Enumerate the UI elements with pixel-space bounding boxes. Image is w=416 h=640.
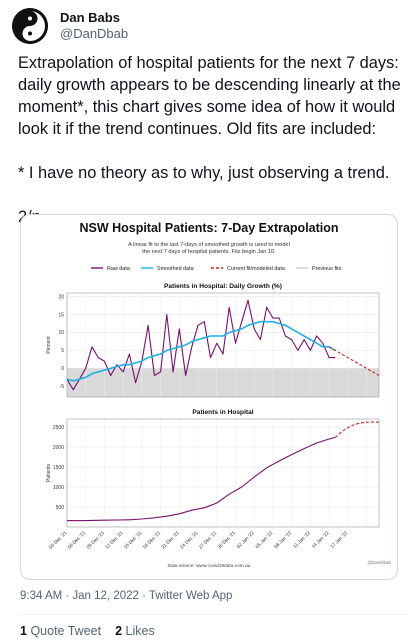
y-tick-label: 10 bbox=[58, 330, 64, 336]
divider bbox=[20, 614, 408, 615]
series-line-raw-data bbox=[66, 299, 336, 391]
series-line-raw-data bbox=[66, 436, 336, 522]
series-line-current-fit-modeled-data bbox=[334, 421, 380, 438]
likes-count: 2 bbox=[115, 624, 123, 638]
chart-title: NSW Hospital Patients: 7-Day Extrapolati… bbox=[79, 221, 338, 235]
x-tick-label: 14 Jan '22 bbox=[311, 530, 331, 550]
data-source: Data source: www.covid19data.com.au bbox=[168, 563, 251, 569]
x-tick-label: 21 Dec '21 bbox=[160, 530, 181, 551]
x-tick-label: 03 Dec '21 bbox=[48, 530, 69, 551]
y-tick-label: 2500 bbox=[53, 425, 64, 431]
likes-stat[interactable]: 2 Likes bbox=[115, 624, 155, 638]
quote-count: 1 bbox=[20, 624, 27, 638]
negative-region bbox=[67, 368, 379, 397]
chart-image[interactable]: NSW Hospital Patients: 7-Day Extrapolati… bbox=[20, 214, 398, 580]
quote-tweets-stat[interactable]: 1 Quote Tweet bbox=[20, 624, 101, 638]
y-tick-label: 1000 bbox=[53, 485, 64, 491]
x-tick-label: 15 Dec '21 bbox=[123, 530, 144, 551]
tweet-stats: 1 Quote Tweet 2 Likes bbox=[20, 624, 155, 638]
y-tick-label: -5 bbox=[60, 384, 65, 390]
x-tick-label: 02 Jan '22 bbox=[236, 530, 256, 550]
chart-subtitle-line1: A linear fit to the last 7-days of smoot… bbox=[128, 242, 290, 248]
credit-watermark: @DanDbab bbox=[367, 560, 391, 565]
yin-yang-icon bbox=[12, 8, 48, 44]
x-tick-label: 27 Dec '21 bbox=[198, 530, 219, 551]
legend-label: Previous fits bbox=[312, 266, 342, 272]
user-names: Dan Babs @DanDbab bbox=[60, 10, 128, 42]
y-tick-label: 2000 bbox=[53, 445, 64, 451]
legend-label: Raw data bbox=[107, 266, 130, 272]
x-tick-label: 18 Dec '21 bbox=[142, 530, 163, 551]
chart-svg: NSW Hospital Patients: 7-Day Extrapolati… bbox=[46, 221, 391, 569]
daily-growth-chart: Patients in Hospital: Daily Growth (%) -5… bbox=[46, 283, 380, 398]
series-line-current-fit-modeled-data bbox=[328, 346, 380, 376]
user-handle[interactable]: @DanDbab bbox=[60, 26, 129, 41]
avatar[interactable] bbox=[12, 8, 48, 44]
x-tick-label: 08 Jan '22 bbox=[273, 530, 293, 550]
y-tick-label: 15 bbox=[58, 312, 64, 318]
chart-subtitle-line2: the next 7 days of hospital patients. Fi… bbox=[142, 249, 276, 255]
x-tick-label: 30 Dec '21 bbox=[217, 530, 238, 551]
panel-title: Patients in Hospital bbox=[192, 409, 253, 416]
legend-label: Smoothed data bbox=[157, 266, 194, 272]
y-tick-label: 500 bbox=[56, 505, 65, 511]
x-tick-label: 09 Dec '21 bbox=[85, 530, 106, 551]
tweet-meta[interactable]: 9:34 AM · Jan 12, 2022 · Twitter Web App bbox=[20, 590, 233, 602]
tweet-text: Extrapolation of hospital patients for t… bbox=[18, 54, 401, 226]
x-tick-label: 06 Dec '21 bbox=[67, 530, 88, 551]
x-tick-label: 05 Jan '22 bbox=[255, 530, 275, 550]
plot-frame bbox=[66, 292, 380, 398]
y-axis-label: Patients bbox=[46, 463, 52, 482]
series-line-smoothed-data bbox=[66, 320, 336, 382]
y-tick-label: 20 bbox=[58, 294, 64, 300]
likes-label: Likes bbox=[125, 624, 155, 638]
legend-label: Current fit/modeled data bbox=[227, 266, 285, 272]
legend: Raw data Smoothed data Current fit/modeled… bbox=[91, 266, 342, 272]
x-tick-label: 12 Dec '21 bbox=[104, 530, 125, 551]
x-tick-label: 11 Jan '22 bbox=[292, 530, 312, 550]
y-axis-label: Percent bbox=[46, 336, 52, 354]
x-tick-label: 24 Dec '21 bbox=[179, 530, 200, 551]
x-tick-label: 17 Jan '22 bbox=[329, 530, 349, 550]
plot-frame bbox=[66, 418, 380, 528]
patients-chart: Patients in Hospital 500 1000 1500 2000 2500 P… bbox=[46, 409, 380, 551]
quote-label: Quote Tweet bbox=[30, 624, 102, 638]
y-tick-label: 1500 bbox=[53, 465, 64, 471]
y-tick-label: 0 bbox=[61, 366, 64, 372]
y-tick-label: 5 bbox=[61, 348, 64, 354]
panel-title: Patients in Hospital: Daily Growth (%) bbox=[164, 283, 282, 290]
tweet-header: Dan Babs @DanDbab bbox=[12, 8, 128, 44]
display-name[interactable]: Dan Babs bbox=[60, 10, 120, 25]
